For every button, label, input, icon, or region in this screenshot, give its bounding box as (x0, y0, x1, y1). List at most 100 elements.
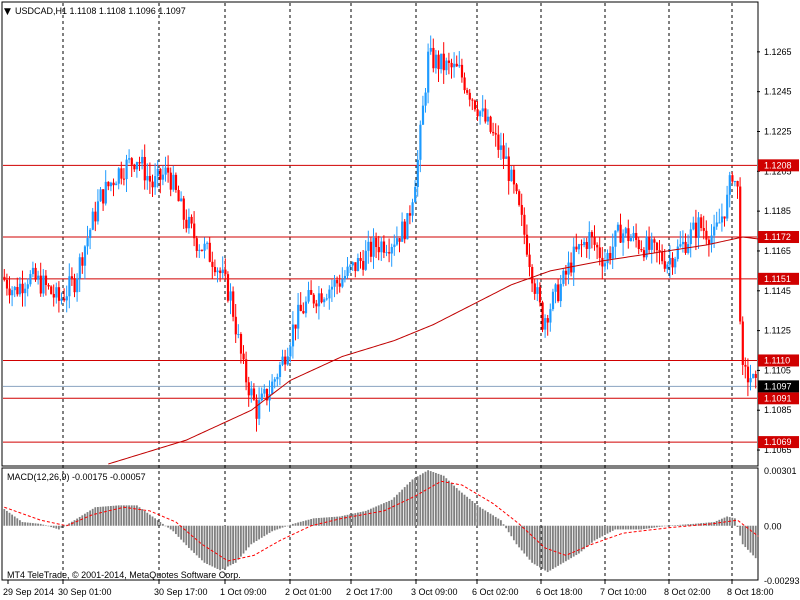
macd-histogram-bar (367, 509, 370, 526)
bull-candle-body (650, 239, 653, 250)
bear-candle-body (564, 270, 568, 275)
bear-candle-body (226, 274, 230, 301)
macd-histogram-bar (484, 510, 487, 526)
bull-candle-body (78, 257, 81, 279)
bear-candle-body (21, 283, 24, 294)
macd-histogram-bar (635, 525, 637, 530)
level-price-label: 1.1091 (764, 393, 792, 403)
bear-candle-body (151, 181, 154, 188)
macd-histogram-bar (453, 485, 455, 526)
bull-candle-body (260, 393, 263, 401)
bear-candle-body (754, 374, 757, 378)
macd-histogram-bar (627, 525, 630, 530)
macd-histogram-bar (752, 525, 754, 556)
macd-histogram-bar (180, 525, 182, 540)
bear-candle-body (590, 232, 594, 237)
macd-histogram-bar (81, 515, 84, 526)
bear-candle-body (731, 175, 734, 182)
macd-histogram-bar (190, 525, 193, 551)
macd-histogram-bar (203, 525, 206, 563)
price-axis-label: 1.1065 (764, 445, 792, 455)
macd-histogram-bar (674, 525, 676, 526)
bull-candle-body (603, 263, 607, 267)
macd-histogram-bar (281, 525, 284, 528)
macd-histogram-bar (149, 514, 151, 526)
bull-candle-body (31, 267, 35, 275)
macd-histogram-bar (110, 505, 112, 526)
macd-histogram-bar (461, 492, 463, 526)
macd-histogram-bar (585, 525, 588, 548)
bull-candle-body (551, 291, 555, 310)
macd-histogram-bar (21, 522, 24, 526)
macd-histogram-bar (175, 525, 177, 535)
level-price-tag (758, 354, 799, 367)
macd-histogram-bar (138, 507, 141, 526)
bull-candle-body (91, 211, 94, 230)
bull-candle-body (752, 374, 755, 379)
bull-candle-body (726, 194, 729, 219)
macd-histogram-bar (112, 505, 115, 526)
macd-histogram-bar (676, 525, 679, 526)
macd-histogram-bar (359, 512, 362, 526)
macd-histogram-bar (536, 525, 539, 566)
bull-candle-body (349, 265, 352, 267)
price-axis-label: 1.1085 (764, 405, 792, 415)
macd-histogram-bar (154, 518, 156, 526)
macd-histogram-bar (393, 497, 396, 526)
bull-candle-body (429, 47, 432, 52)
macd-histogram-bar (507, 525, 510, 533)
macd-histogram-bar (617, 525, 619, 530)
bull-candle-body (572, 246, 575, 273)
bear-candle-body (200, 249, 204, 251)
macd-histogram-bar (214, 525, 216, 568)
macd-histogram-bar (341, 515, 344, 526)
time-axis-label: 7 Oct 10:00 (600, 587, 647, 597)
macd-histogram-bar (539, 525, 541, 568)
bear-candle-body (302, 311, 305, 314)
macd-histogram-bar (424, 471, 427, 526)
macd-histogram-bar (611, 525, 614, 531)
time-axis-label: 30 Sep 01:00 (58, 587, 112, 597)
bear-candle-body (609, 253, 612, 259)
macd-histogram-bar (37, 523, 39, 526)
macd-signal-line (4, 480, 759, 562)
bear-candle-body (497, 134, 500, 150)
bear-candle-body (447, 60, 451, 63)
macd-histogram-bar (398, 492, 401, 526)
bull-candle-body (328, 289, 331, 299)
bull-candle-body (411, 202, 414, 216)
macd-histogram-bar (494, 516, 497, 526)
bear-candle-body (442, 53, 445, 71)
price-axis-label: 1.1245 (764, 87, 792, 97)
macd-histogram-bar (47, 525, 50, 527)
macd-histogram-bar (120, 505, 123, 526)
bear-candle-body (515, 184, 518, 192)
bear-candle-body (159, 168, 162, 180)
macd-histogram-bar (557, 525, 559, 566)
bear-candle-body (541, 302, 544, 330)
bull-candle-body (577, 244, 581, 250)
bear-candle-body (484, 108, 487, 122)
bear-candle-body (255, 399, 258, 419)
macd-histogram-bar (474, 503, 476, 526)
macd-histogram-bar (97, 507, 99, 526)
macd-histogram-bar (234, 525, 237, 563)
macd-histogram-bar (310, 519, 312, 526)
chart-menu-icon[interactable]: ▼ (4, 7, 11, 17)
macd-histogram-bar (741, 525, 744, 545)
macd-histogram-bar (422, 473, 424, 526)
bear-candle-body (523, 214, 526, 235)
bull-candle-body (55, 287, 58, 298)
bull-candle-body (258, 400, 261, 419)
bull-candle-body (458, 64, 461, 67)
macd-histogram-bar (624, 525, 627, 530)
bull-candle-body (341, 279, 344, 287)
macd-histogram-bar (731, 517, 734, 526)
macd-histogram-bar (695, 523, 697, 526)
bull-candle-body (96, 201, 100, 222)
bull-candle-body (135, 162, 139, 170)
macd-histogram-bar (510, 525, 513, 537)
macd-histogram-bar (185, 525, 188, 546)
bull-candle-body (583, 241, 586, 246)
